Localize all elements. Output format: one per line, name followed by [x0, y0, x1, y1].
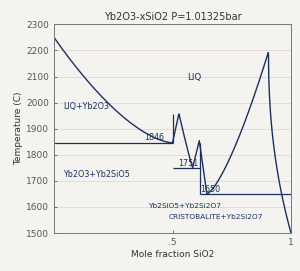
Text: 1650: 1650: [200, 185, 220, 194]
Text: Yb2O3+Yb2SiO5: Yb2O3+Yb2SiO5: [64, 170, 130, 179]
Text: Yb2SiO5+Yb2Si2O7: Yb2SiO5+Yb2Si2O7: [148, 203, 220, 209]
Text: LIQ: LIQ: [187, 73, 201, 82]
Title: Yb2O3-xSiO2 P=1.01325bar: Yb2O3-xSiO2 P=1.01325bar: [104, 12, 241, 22]
Text: CRISTOBALITE+Yb2Si2O7: CRISTOBALITE+Yb2Si2O7: [169, 214, 263, 220]
Y-axis label: Temperature (C): Temperature (C): [14, 92, 23, 166]
Text: LIQ+Yb2O3: LIQ+Yb2O3: [64, 102, 110, 111]
Text: 1751: 1751: [178, 159, 198, 167]
Text: 1846: 1846: [144, 133, 164, 143]
X-axis label: Mole fraction SiO2: Mole fraction SiO2: [131, 250, 214, 259]
